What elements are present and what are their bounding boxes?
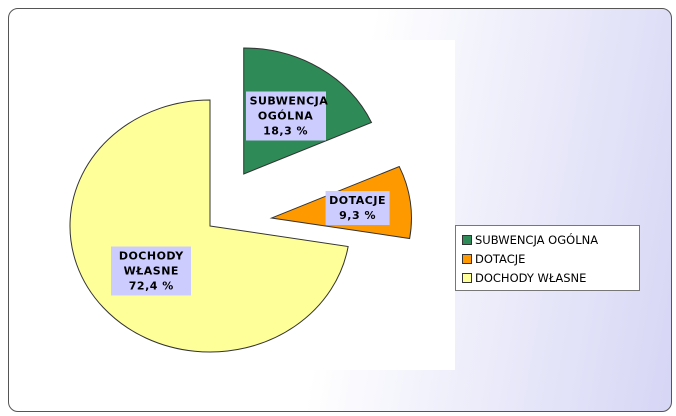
slice-value: 9,3 % [339, 209, 376, 222]
legend-item: DOTACJE [462, 249, 633, 268]
legend-item: SUBWENCJA OGÓLNA [462, 230, 633, 249]
slice-value: 18,3 % [263, 124, 309, 138]
slice-label: DOTACJE 9,3 % [325, 191, 390, 225]
slice-category: DOTACJE [329, 194, 386, 207]
legend-swatch [462, 272, 472, 283]
legend-label: DOCHODY WŁASNE [475, 270, 587, 285]
slice-category: DOCHODY WŁASNE [118, 249, 184, 278]
legend-label: SUBWENCJA OGÓLNA [475, 232, 599, 247]
legend: SUBWENCJA OGÓLNA DOTACJE DOCHODY WŁASNE [455, 225, 640, 291]
slice-category: SUBWENCJA OGÓLNA [249, 94, 329, 123]
legend-swatch [462, 234, 472, 245]
slice-label: DOCHODY WŁASNE 72,4 % [111, 246, 192, 296]
legend-label: DOTACJE [475, 251, 526, 266]
legend-swatch [462, 253, 472, 264]
legend-item: DOCHODY WŁASNE [462, 268, 633, 287]
slice-value: 72,4 % [128, 279, 174, 293]
slice-label: SUBWENCJA OGÓLNA 18,3 % [245, 91, 329, 141]
